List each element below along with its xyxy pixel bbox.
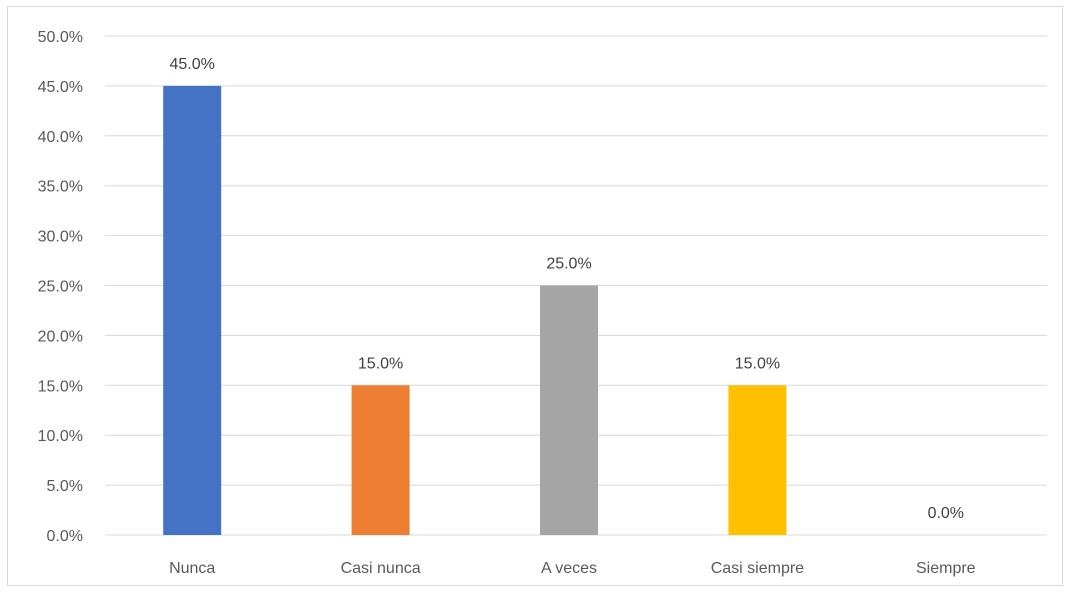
x-axis-category-labels: Nunca Casi nunca A veces Casi siempre Siempr…: [169, 560, 976, 577]
y-tick-label: 25.0%: [38, 279, 83, 296]
y-axis-tick-labels: 0.0% 5.0% 10.0% 15.0% 20.0% 25.0% 30.0% 35.0% 40…: [38, 29, 83, 545]
y-tick-label: 35.0%: [38, 179, 83, 196]
category-label: A veces: [541, 560, 597, 577]
category-label: Casi nunca: [341, 560, 421, 577]
y-tick-label: 50.0%: [38, 29, 83, 46]
category-label: Siempre: [916, 560, 976, 577]
y-tick-label: 10.0%: [38, 428, 83, 445]
bars: [163, 85, 787, 536]
y-tick-label: 20.0%: [38, 328, 83, 345]
y-tick-label: 5.0%: [47, 478, 83, 495]
data-label: 15.0%: [735, 355, 780, 372]
data-labels: 45.0% 15.0% 25.0% 15.0% 0.0%: [170, 56, 965, 522]
category-label: Nunca: [169, 560, 215, 577]
y-tick-label: 0.0%: [47, 528, 83, 545]
y-tick-label: 15.0%: [38, 378, 83, 395]
bar-casi-nunca: [351, 385, 410, 535]
data-label: 25.0%: [546, 256, 591, 273]
data-label: 0.0%: [928, 505, 964, 522]
data-label: 45.0%: [170, 56, 215, 73]
bar-casi-siempre: [728, 385, 787, 535]
data-label: 15.0%: [358, 355, 403, 372]
bar-nunca: [163, 85, 222, 536]
y-tick-label: 45.0%: [38, 79, 83, 96]
y-tick-label: 30.0%: [38, 229, 83, 246]
y-tick-label: 40.0%: [38, 129, 83, 146]
bar-a-veces: [540, 285, 598, 535]
gridlines: [105, 35, 1047, 536]
category-label: Casi siempre: [711, 560, 804, 577]
